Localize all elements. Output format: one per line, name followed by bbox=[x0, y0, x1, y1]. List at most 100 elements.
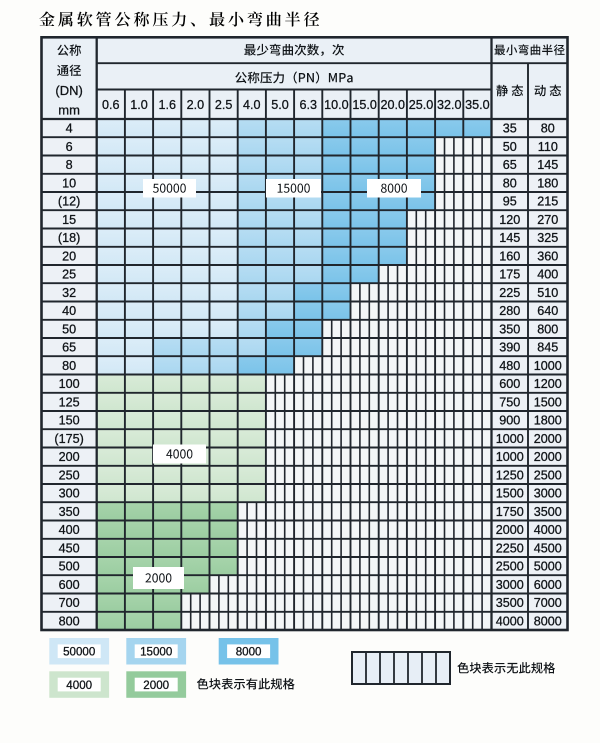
svg-text:1800: 1800 bbox=[534, 414, 562, 428]
svg-text:2000: 2000 bbox=[534, 432, 562, 446]
svg-text:1200: 1200 bbox=[534, 377, 562, 391]
svg-text:215: 215 bbox=[537, 195, 558, 209]
svg-text:2250: 2250 bbox=[496, 541, 524, 555]
svg-text:3000: 3000 bbox=[534, 487, 562, 501]
svg-text:mm: mm bbox=[58, 102, 80, 117]
svg-text:20.0: 20.0 bbox=[381, 98, 406, 112]
svg-text:2000: 2000 bbox=[143, 679, 169, 692]
svg-text:8000: 8000 bbox=[236, 646, 262, 659]
svg-text:150: 150 bbox=[59, 414, 80, 428]
svg-text:15000: 15000 bbox=[140, 646, 172, 659]
svg-text:350: 350 bbox=[499, 322, 520, 336]
svg-text:175: 175 bbox=[499, 268, 520, 282]
svg-text:2000: 2000 bbox=[496, 523, 524, 537]
svg-text:280: 280 bbox=[499, 304, 520, 318]
svg-text:1500: 1500 bbox=[534, 395, 562, 409]
svg-text:2500: 2500 bbox=[534, 468, 562, 482]
svg-text:100: 100 bbox=[59, 377, 80, 391]
svg-text:50: 50 bbox=[503, 140, 517, 154]
svg-text:4000: 4000 bbox=[496, 614, 524, 628]
svg-text:400: 400 bbox=[59, 523, 80, 537]
svg-text:35: 35 bbox=[503, 122, 517, 136]
svg-text:3500: 3500 bbox=[496, 596, 524, 610]
svg-text:750: 750 bbox=[499, 395, 520, 409]
svg-text:10.0: 10.0 bbox=[324, 98, 349, 112]
svg-text:95: 95 bbox=[503, 195, 517, 209]
svg-text:4: 4 bbox=[66, 122, 73, 136]
svg-text:300: 300 bbox=[59, 487, 80, 501]
svg-text:40: 40 bbox=[62, 304, 76, 318]
svg-text:2500: 2500 bbox=[496, 560, 524, 574]
svg-text:2.0: 2.0 bbox=[187, 98, 205, 112]
svg-text:845: 845 bbox=[537, 341, 558, 355]
svg-text:6.3: 6.3 bbox=[299, 98, 317, 112]
svg-text:350: 350 bbox=[59, 505, 80, 519]
svg-text:390: 390 bbox=[499, 341, 520, 355]
svg-text:4000: 4000 bbox=[534, 523, 562, 537]
svg-text:20: 20 bbox=[62, 249, 76, 263]
svg-text:325: 325 bbox=[537, 231, 558, 245]
svg-text:(175): (175) bbox=[54, 432, 83, 446]
svg-text:50000: 50000 bbox=[63, 646, 95, 659]
svg-text:250: 250 bbox=[59, 468, 80, 482]
svg-text:800: 800 bbox=[537, 322, 558, 336]
svg-text:1750: 1750 bbox=[496, 505, 524, 519]
svg-text:110: 110 bbox=[538, 140, 558, 154]
svg-text:2.5: 2.5 bbox=[215, 98, 233, 112]
svg-text:800: 800 bbox=[59, 614, 80, 628]
svg-text:270: 270 bbox=[537, 213, 558, 227]
svg-text:25: 25 bbox=[62, 268, 76, 282]
svg-text:700: 700 bbox=[59, 596, 80, 610]
svg-text:65: 65 bbox=[503, 158, 517, 172]
svg-text:5.0: 5.0 bbox=[271, 98, 289, 112]
svg-text:6: 6 bbox=[66, 140, 73, 154]
svg-text:1.6: 1.6 bbox=[158, 98, 176, 112]
svg-text:8: 8 bbox=[66, 158, 73, 172]
svg-text:160: 160 bbox=[499, 249, 520, 263]
svg-text:1000: 1000 bbox=[496, 432, 524, 446]
svg-text:400: 400 bbox=[537, 268, 558, 282]
svg-text:50: 50 bbox=[62, 322, 76, 336]
svg-text:25.0: 25.0 bbox=[409, 98, 434, 112]
svg-text:6000: 6000 bbox=[534, 578, 562, 592]
svg-text:600: 600 bbox=[59, 578, 80, 592]
svg-text:1000: 1000 bbox=[534, 359, 562, 373]
svg-text:8000: 8000 bbox=[534, 614, 562, 628]
svg-text:360: 360 bbox=[537, 249, 558, 263]
svg-text:15: 15 bbox=[62, 213, 76, 227]
svg-text:145: 145 bbox=[537, 158, 558, 172]
svg-text:0.6: 0.6 bbox=[102, 98, 120, 112]
svg-text:(18): (18) bbox=[58, 231, 80, 245]
svg-text:4.0: 4.0 bbox=[243, 98, 261, 112]
svg-text:510: 510 bbox=[537, 286, 558, 300]
svg-text:1500: 1500 bbox=[496, 487, 524, 501]
svg-text:600: 600 bbox=[499, 377, 520, 391]
svg-text:(DN): (DN) bbox=[55, 83, 82, 98]
svg-text:1.0: 1.0 bbox=[130, 98, 148, 112]
svg-text:480: 480 bbox=[499, 359, 520, 373]
svg-text:2000: 2000 bbox=[534, 450, 562, 464]
svg-text:32: 32 bbox=[62, 286, 76, 300]
svg-text:35.0: 35.0 bbox=[465, 98, 490, 112]
svg-text:4000: 4000 bbox=[66, 679, 92, 692]
svg-text:15.0: 15.0 bbox=[352, 98, 377, 112]
svg-text:3500: 3500 bbox=[534, 505, 562, 519]
svg-text:120: 120 bbox=[499, 213, 520, 227]
svg-text:500: 500 bbox=[59, 560, 80, 574]
svg-text:7000: 7000 bbox=[534, 596, 562, 610]
svg-text:225: 225 bbox=[499, 286, 520, 300]
svg-text:450: 450 bbox=[59, 541, 80, 555]
svg-text:80: 80 bbox=[62, 359, 76, 373]
svg-text:5000: 5000 bbox=[534, 560, 562, 574]
svg-text:125: 125 bbox=[59, 395, 80, 409]
svg-text:1000: 1000 bbox=[496, 450, 524, 464]
svg-text:(12): (12) bbox=[58, 195, 80, 209]
svg-text:4500: 4500 bbox=[534, 541, 562, 555]
svg-text:200: 200 bbox=[59, 450, 80, 464]
svg-text:180: 180 bbox=[537, 176, 558, 190]
svg-text:3000: 3000 bbox=[496, 578, 524, 592]
svg-text:80: 80 bbox=[503, 176, 517, 190]
svg-text:145: 145 bbox=[499, 231, 520, 245]
svg-text:1250: 1250 bbox=[496, 468, 524, 482]
svg-text:640: 640 bbox=[537, 304, 558, 318]
